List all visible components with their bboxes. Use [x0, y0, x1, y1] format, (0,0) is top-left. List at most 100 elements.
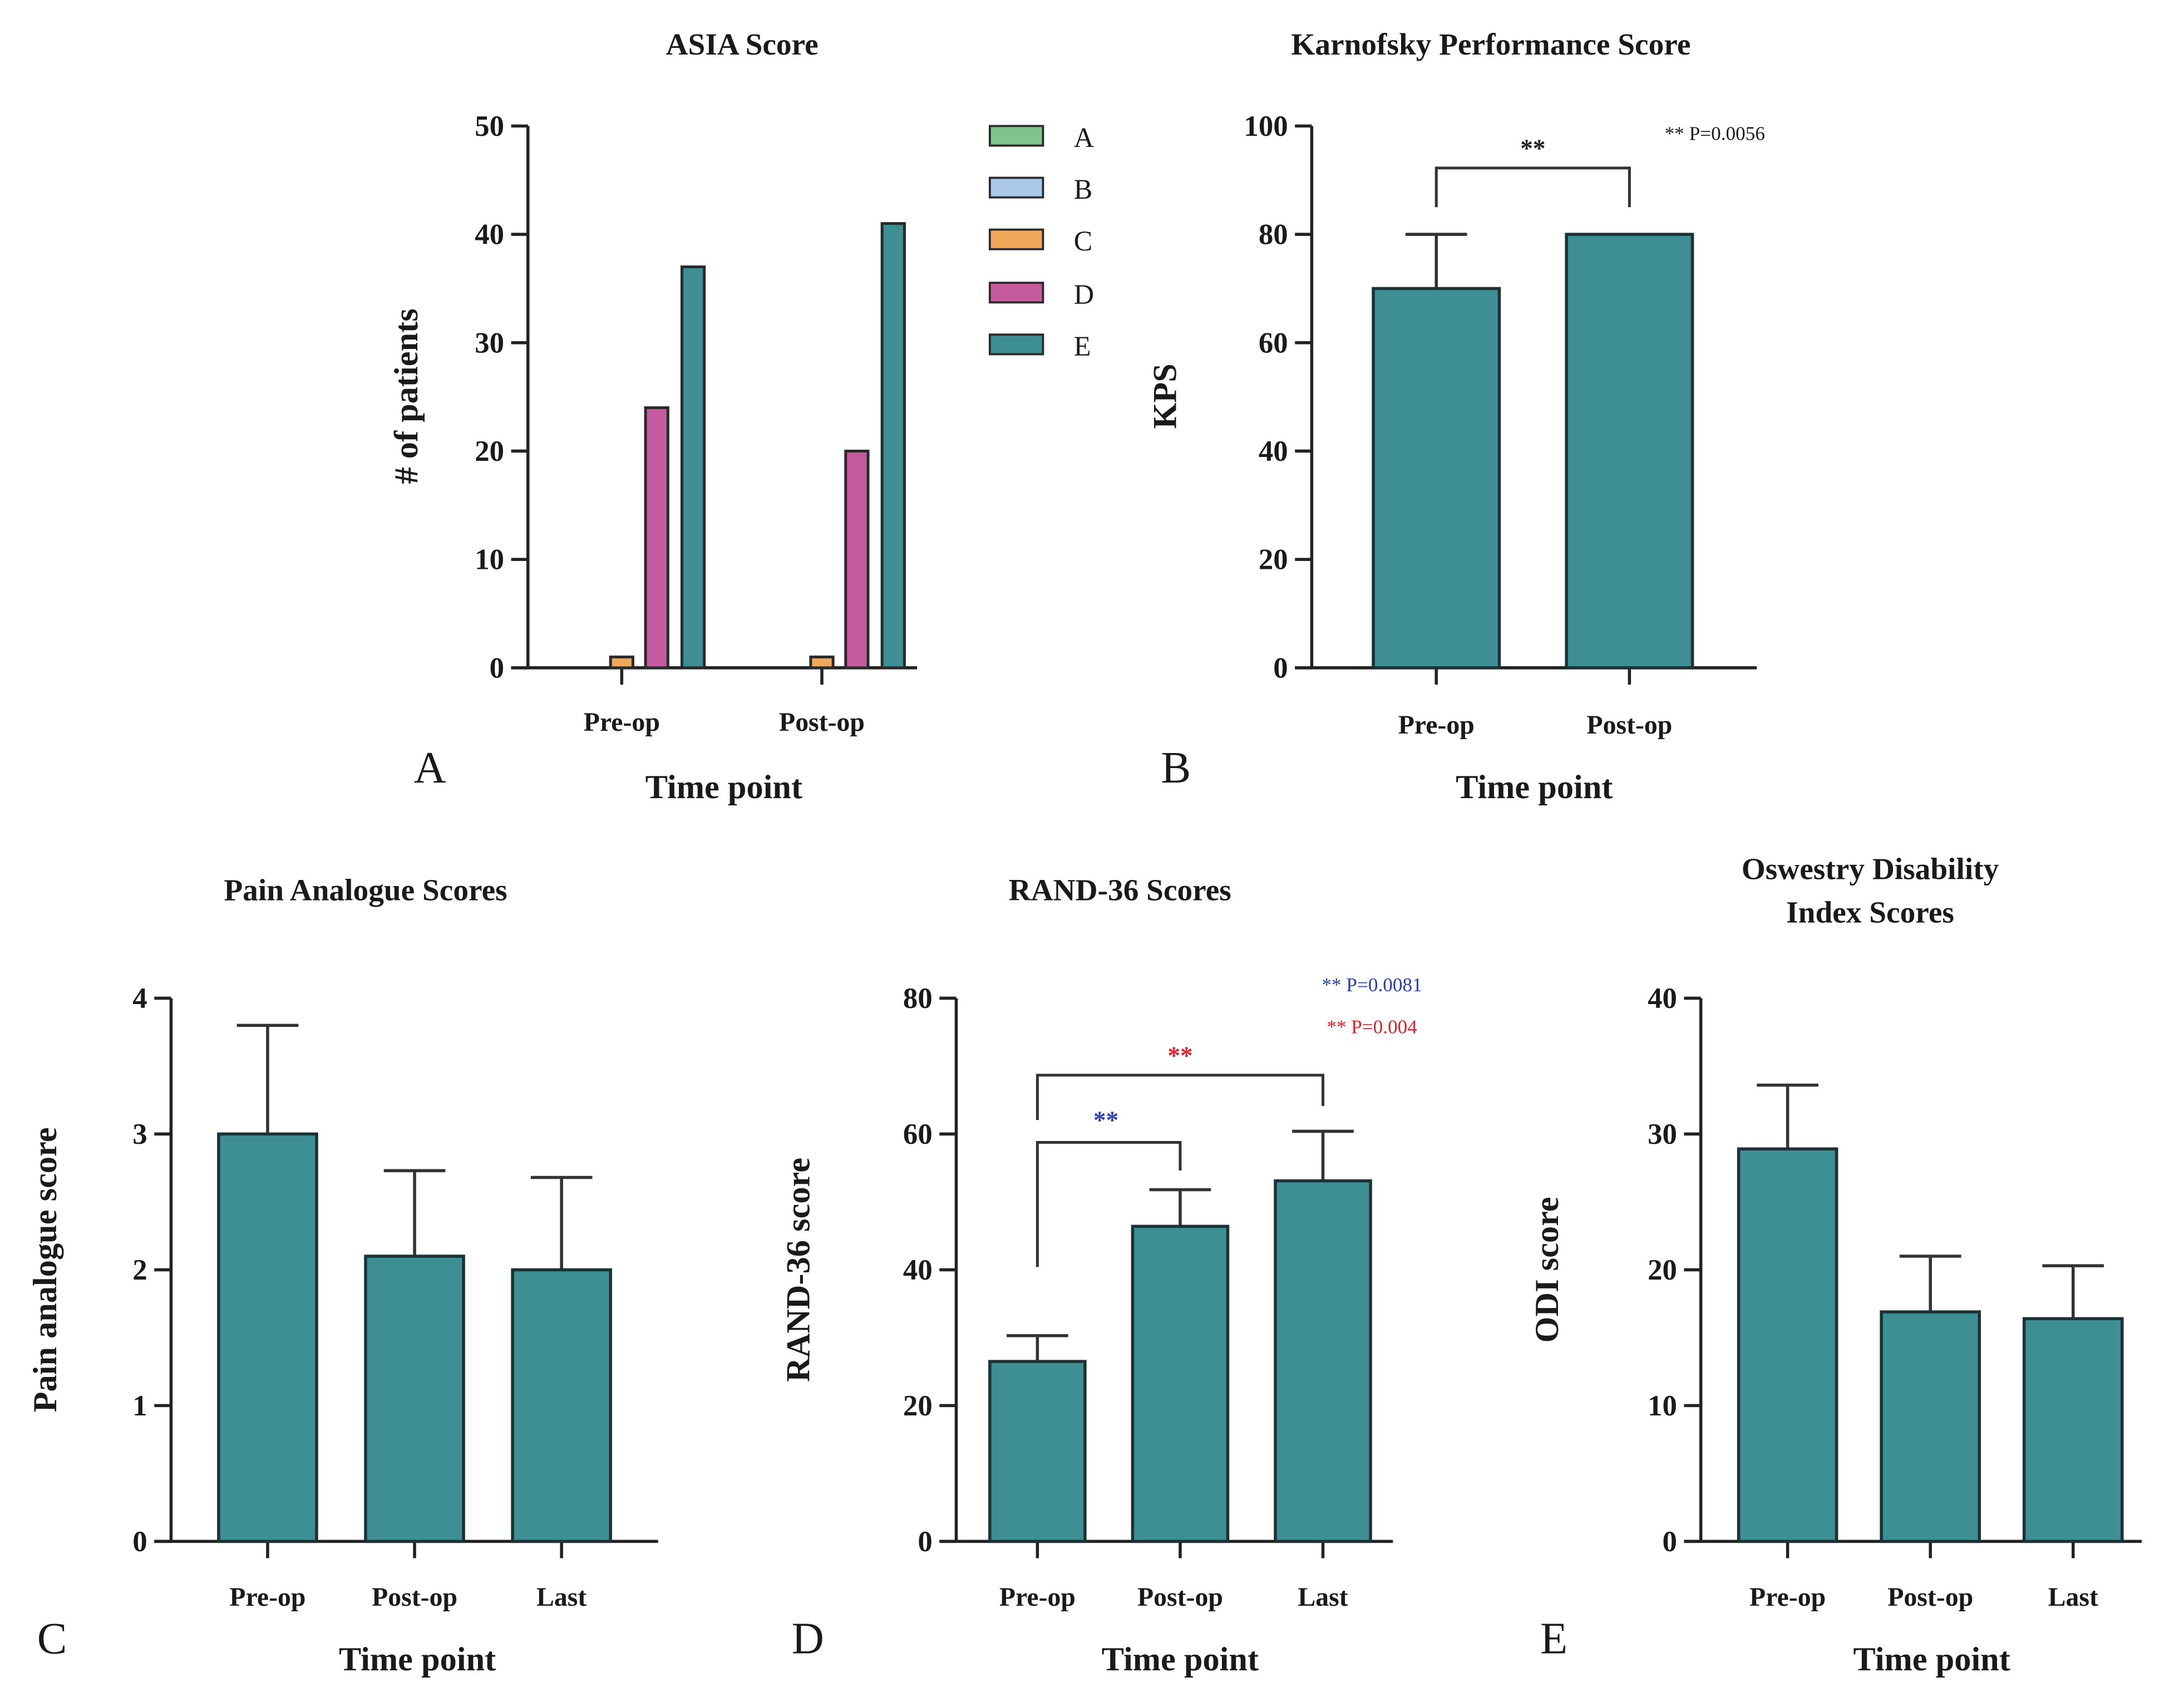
bar-last — [2022, 1317, 2124, 1543]
panel-c: Pain Analogue Scores 0 1 2 3 4 Pre-op Post-op La… — [27, 873, 658, 1678]
y-tick-label: 40 — [903, 1254, 933, 1286]
significance-stars: ** — [1093, 1106, 1118, 1134]
legend-label: C — [1074, 225, 1093, 257]
bar-last — [1274, 1179, 1372, 1543]
panel-letter: B — [1161, 743, 1191, 793]
legend-swatch-a — [988, 125, 1044, 147]
bar-e-post-op — [880, 222, 906, 670]
x-tick-label: Post-op — [1137, 1582, 1223, 1612]
y-tick-label: 60 — [903, 1118, 933, 1150]
bar-c-post-op — [809, 655, 835, 670]
panel-letter: E — [1540, 1614, 1567, 1664]
y-axis-label: # of patients — [388, 308, 425, 484]
legend-swatch-d — [988, 282, 1044, 304]
panel-letter: D — [792, 1614, 824, 1664]
significance-stars: ** — [1167, 1042, 1192, 1070]
panel-letter: C — [37, 1614, 67, 1664]
y-tick-label: 0 — [132, 1526, 147, 1558]
y-axis-label: KPS — [1146, 363, 1184, 429]
y-tick-label: 10 — [1648, 1390, 1677, 1422]
y-tick-label: 40 — [1259, 435, 1288, 468]
bar-d-pre-op — [644, 406, 669, 670]
y-tick-label: 10 — [475, 544, 504, 576]
y-tick-label: 0 — [1663, 1526, 1677, 1558]
y-tick-label: 80 — [903, 982, 933, 1015]
x-tick-label: Last — [1298, 1582, 1348, 1612]
x-tick-label: Pre-op — [1749, 1582, 1826, 1612]
chart-title: Index Scores — [1786, 896, 1954, 929]
bar-pre-op — [988, 1360, 1087, 1543]
y-tick-label: 60 — [1259, 327, 1288, 359]
x-axis-label: Time point — [1853, 1641, 2010, 1678]
y-axis-label: RAND-36 score — [780, 1158, 817, 1382]
legend-label: E — [1074, 331, 1091, 362]
chart-title: RAND-36 Scores — [1009, 873, 1231, 907]
bar-last — [511, 1268, 612, 1543]
y-tick-label: 3 — [132, 1118, 147, 1150]
legend-swatch-c — [988, 228, 1044, 250]
y-tick-label: 80 — [1259, 219, 1288, 251]
y-tick-label: 2 — [132, 1254, 147, 1286]
bar-pre-op — [1737, 1147, 1838, 1543]
p-value-note: ** P=0.0081 — [1322, 974, 1422, 996]
legend-label: B — [1074, 174, 1093, 205]
bar-e-pre-op — [680, 265, 706, 670]
chart-title: Oswestry Disability — [1742, 852, 1999, 886]
y-tick-label: 50 — [475, 110, 504, 142]
chart-title: Karnofsky Performance Score — [1291, 27, 1690, 61]
legend-swatch-e — [988, 333, 1044, 356]
y-axis-label: ODI score — [1529, 1197, 1566, 1342]
panel-a: ASIA Score 0 10 20 30 40 50 Pre-op Post-op # of p… — [388, 27, 1094, 806]
x-tick-label: Last — [536, 1582, 586, 1612]
panel-letter: A — [414, 743, 446, 793]
x-tick-label: Post-op — [372, 1582, 457, 1612]
panel-b: Karnofsky Performance Score 0 20 40 60 80 100 P… — [1146, 27, 1765, 806]
y-tick-label: 4 — [132, 982, 147, 1015]
p-value-note: ** P=0.004 — [1327, 1016, 1417, 1037]
y-tick-label: 0 — [1273, 652, 1288, 684]
x-tick-label: Last — [2048, 1582, 2098, 1612]
bar-pre-op — [1372, 287, 1501, 670]
legend-label: A — [1074, 122, 1094, 153]
x-axis-label: Time point — [1456, 769, 1613, 806]
chart-title: Pain Analogue Scores — [224, 873, 507, 907]
chart-title: ASIA Score — [666, 27, 819, 61]
significance-bracket — [1036, 1141, 1182, 1267]
y-tick-label: 0 — [490, 652, 504, 684]
x-tick-label: Pre-op — [1398, 710, 1475, 740]
x-tick-label: Post-op — [779, 707, 865, 737]
y-tick-label: 20 — [903, 1390, 933, 1422]
y-axis-label: Pain analogue score — [27, 1127, 64, 1412]
y-tick-label: 20 — [1259, 544, 1288, 576]
y-tick-label: 20 — [475, 435, 504, 468]
bar-d-post-op — [844, 449, 870, 670]
y-tick-label: 30 — [1648, 1118, 1677, 1150]
x-tick-label: Pre-op — [229, 1582, 305, 1612]
y-tick-label: 20 — [1648, 1254, 1677, 1286]
bar-pre-op — [217, 1132, 318, 1543]
y-tick-label: 0 — [918, 1526, 932, 1558]
panel-e: Oswestry Disability Index Scores 0 10 20 30 40… — [1529, 852, 2142, 1678]
bar-post-op — [364, 1255, 465, 1543]
panel-d: RAND-36 Scores 0 20 40 60 80 Pre-op Post-op Last… — [780, 873, 1422, 1678]
y-tick-label: 100 — [1244, 110, 1288, 142]
x-tick-label: Pre-op — [999, 1582, 1076, 1612]
x-tick-label: Pre-op — [584, 707, 660, 737]
y-tick-label: 1 — [132, 1390, 147, 1422]
legend-swatch-b — [988, 176, 1044, 199]
bar-post-op — [1131, 1224, 1230, 1543]
legend-label: D — [1074, 279, 1094, 310]
x-tick-label: Post-op — [1586, 710, 1672, 740]
x-axis-label: Time point — [645, 769, 802, 806]
bar-post-op — [1565, 233, 1694, 670]
x-axis-label: Time point — [339, 1641, 496, 1678]
x-tick-label: Post-op — [1887, 1582, 1973, 1612]
y-tick-label: 30 — [475, 327, 504, 359]
bar-post-op — [1880, 1310, 1981, 1543]
significance-stars: ** — [1520, 135, 1545, 163]
x-axis-label: Time point — [1102, 1641, 1259, 1678]
bar-c-pre-op — [609, 655, 634, 670]
y-tick-label: 40 — [1648, 982, 1677, 1015]
significance-bracket — [1036, 1074, 1325, 1120]
